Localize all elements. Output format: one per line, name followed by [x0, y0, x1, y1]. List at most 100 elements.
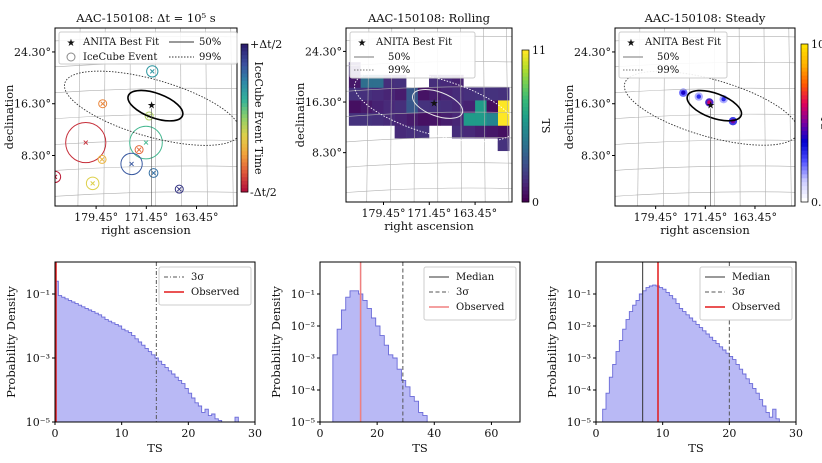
colorbar-segment	[522, 164, 529, 169]
ts-pixel	[474, 87, 487, 101]
contour-99	[63, 70, 237, 146]
ts-pixel	[348, 74, 361, 88]
ts-pixel	[486, 87, 498, 101]
skymap-panel-2: ★ AAC-150108: Rolling right ascension decli…	[293, 11, 552, 233]
colorbar-segment	[522, 122, 529, 127]
grid-line	[346, 137, 512, 143]
colorbar-segment	[522, 186, 529, 192]
colorbar-segment	[522, 156, 529, 161]
ts-spot-core	[707, 100, 712, 105]
colorbar-segment	[241, 77, 248, 82]
icecube-event-circle	[98, 99, 108, 109]
colorbar-segment	[241, 121, 248, 126]
x-tick-label: 20	[181, 427, 195, 440]
ts-pixel	[486, 100, 498, 114]
colorbar-segment	[241, 143, 248, 149]
colorbar-segment	[241, 118, 248, 123]
legend: ★ ANITA Best Fit 50% 99%	[349, 31, 476, 79]
ts-pixel	[474, 112, 487, 126]
colorbar-segment	[522, 110, 529, 116]
colorbar-frame	[800, 43, 809, 203]
legend: ★ ANITA Best Fit IceCube Event 50% 99%	[58, 31, 238, 65]
x-tick-label: 30	[248, 427, 262, 440]
ts-pixel	[371, 112, 384, 126]
legend-box	[58, 31, 238, 65]
icecube-event-circle	[148, 168, 159, 178]
colorbar-segment	[522, 152, 529, 157]
y-axis-label: declination	[562, 84, 576, 149]
ts-pixel	[348, 100, 361, 114]
colorbar-segment	[241, 81, 248, 86]
axes-frame	[54, 261, 256, 423]
colorbar-segment	[801, 146, 808, 152]
colorbar-segment	[801, 166, 808, 171]
legend-star-icon: ★	[627, 38, 636, 49]
legend-label: Observed	[191, 287, 240, 298]
x-tick-label: 0	[317, 427, 324, 440]
legend-circle-icon	[66, 52, 76, 62]
icecube-event-circle	[85, 176, 100, 191]
colorbar: 11 0 TS	[521, 44, 552, 209]
x-tick-label: 0	[52, 427, 59, 440]
colorbar-segment	[241, 58, 248, 63]
ts-pixel	[463, 87, 476, 101]
ts-pixel	[360, 112, 373, 126]
colorbar-segment	[801, 115, 808, 120]
icecube-event-circle	[134, 145, 144, 155]
legend-box	[349, 31, 476, 79]
contour-50	[412, 88, 464, 119]
colorbar-segment	[241, 155, 248, 160]
colorbar-segment	[241, 92, 248, 97]
legend-label: 50%	[199, 37, 221, 48]
ts-pixel	[417, 87, 430, 101]
grid-line	[483, 28, 486, 202]
colorbar-segment	[522, 65, 529, 70]
ts-pixel	[348, 112, 361, 126]
colorbar-segment	[241, 158, 248, 163]
colorbar-max-label: 11	[532, 44, 546, 57]
x-tick-label: 163.45°	[453, 207, 497, 220]
skymap-panel-1: ★ AAC-150108: Δt = 10⁵ s right ascension de…	[2, 11, 282, 237]
ts-pixel	[429, 100, 441, 114]
x-tick-label: 60	[484, 427, 498, 440]
colorbar-segment	[801, 158, 808, 163]
legend-label: 50%	[388, 52, 410, 63]
colorbar-segment	[801, 63, 808, 69]
colorbar-segment	[241, 132, 248, 137]
legend-star-icon: ★	[358, 38, 367, 49]
icecube-event-marker	[100, 101, 106, 107]
colorbar-segment	[522, 129, 529, 135]
colorbar-segment	[241, 125, 248, 130]
x-tick-label: 30	[789, 427, 803, 440]
colorbar-segment	[801, 83, 808, 88]
ts-pixel	[394, 125, 407, 139]
legend-box	[158, 266, 252, 306]
colorbar-segment	[801, 194, 808, 199]
y-axis-label: Probability Density	[4, 286, 18, 398]
colorbar-segment	[522, 171, 529, 176]
x-axis-label: right ascension	[384, 219, 474, 233]
colorbar-segment	[522, 57, 529, 62]
legend-label: 99%	[657, 65, 679, 76]
panel-title: AAC-150108: Steady	[644, 11, 766, 25]
x-axis-label: TS	[147, 441, 163, 455]
ts-pixel	[360, 74, 373, 88]
y-axis-label: declination	[2, 84, 16, 149]
colorbar-segment	[522, 183, 529, 188]
y-tick-label: 10⁻⁵	[291, 416, 315, 429]
colorbar-segment	[241, 69, 248, 75]
ts-pixel	[348, 87, 361, 101]
colorbar-segment	[522, 179, 529, 184]
legend-label: 3σ	[191, 272, 204, 283]
colorbar-segment	[241, 47, 248, 52]
ts-pixel	[360, 100, 373, 114]
colorbar-segment	[801, 111, 808, 116]
colorbar-segment	[241, 177, 248, 182]
legend-label: 3σ	[456, 287, 469, 298]
ts-pixel	[417, 100, 430, 114]
grid-line	[615, 191, 795, 197]
legend: Median 3σ Observed	[423, 266, 517, 321]
colorbar-segment	[801, 142, 808, 148]
colorbar-segment	[522, 137, 529, 142]
colorbar-segment	[241, 110, 248, 115]
